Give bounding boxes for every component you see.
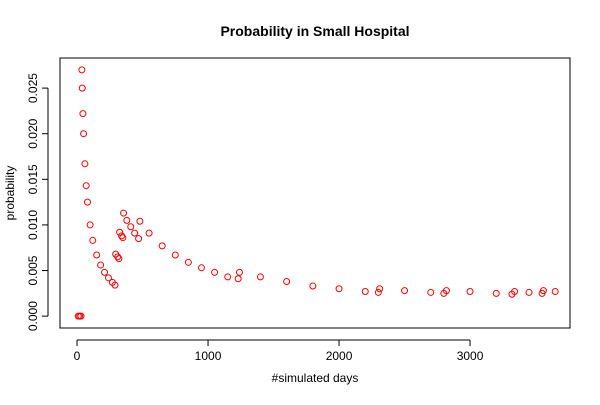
point [120, 209, 128, 217]
point [234, 275, 242, 283]
point [158, 242, 166, 250]
chart-title: Probability in Small Hospital [220, 23, 409, 39]
point [145, 229, 153, 237]
plot-frame [59, 57, 571, 329]
point [511, 288, 519, 296]
point [78, 66, 86, 74]
point [93, 251, 101, 259]
point [77, 312, 85, 320]
y-tick-label: 0.005 [26, 255, 40, 285]
x-tick-label: 1000 [195, 349, 222, 363]
point [115, 255, 123, 263]
point [427, 288, 435, 296]
point [211, 268, 219, 276]
point [84, 198, 92, 206]
point [525, 288, 533, 296]
x-tick-label: 0 [74, 349, 81, 363]
point [86, 221, 94, 229]
point [197, 264, 205, 272]
point [131, 229, 139, 237]
point [82, 182, 90, 190]
point [114, 253, 122, 261]
point [283, 277, 291, 285]
point [118, 232, 126, 240]
point [171, 251, 179, 259]
point [89, 236, 97, 244]
x-axis-label: #simulated days [272, 371, 359, 385]
point [136, 217, 144, 225]
point [256, 273, 264, 281]
x-tick-label: 3000 [457, 349, 484, 363]
x-tick-label: 2000 [326, 349, 353, 363]
point [361, 288, 369, 296]
point [127, 223, 135, 231]
point [78, 84, 86, 92]
y-tick-label: 0.000 [26, 301, 40, 331]
point [539, 287, 547, 295]
point [79, 110, 87, 118]
point [224, 273, 232, 281]
point [116, 228, 124, 236]
point [80, 130, 88, 138]
y-tick-label: 0.025 [26, 73, 40, 103]
point [551, 288, 559, 296]
point [335, 285, 343, 293]
point [309, 282, 317, 290]
point [104, 274, 112, 282]
point [135, 235, 143, 243]
point [119, 234, 127, 242]
point [401, 287, 409, 295]
y-tick-label: 0.020 [26, 118, 40, 148]
point [442, 287, 450, 295]
point [374, 288, 382, 296]
point [492, 289, 500, 297]
y-tick-label: 0.015 [26, 164, 40, 194]
point [97, 261, 105, 269]
point [81, 160, 89, 168]
point [184, 258, 192, 266]
point [235, 268, 243, 276]
point [376, 285, 384, 293]
y-tick-label: 0.010 [26, 210, 40, 240]
point [101, 268, 109, 276]
point [123, 216, 131, 224]
point [111, 281, 119, 289]
point [466, 288, 474, 296]
y-axis-label: probability [3, 166, 17, 221]
